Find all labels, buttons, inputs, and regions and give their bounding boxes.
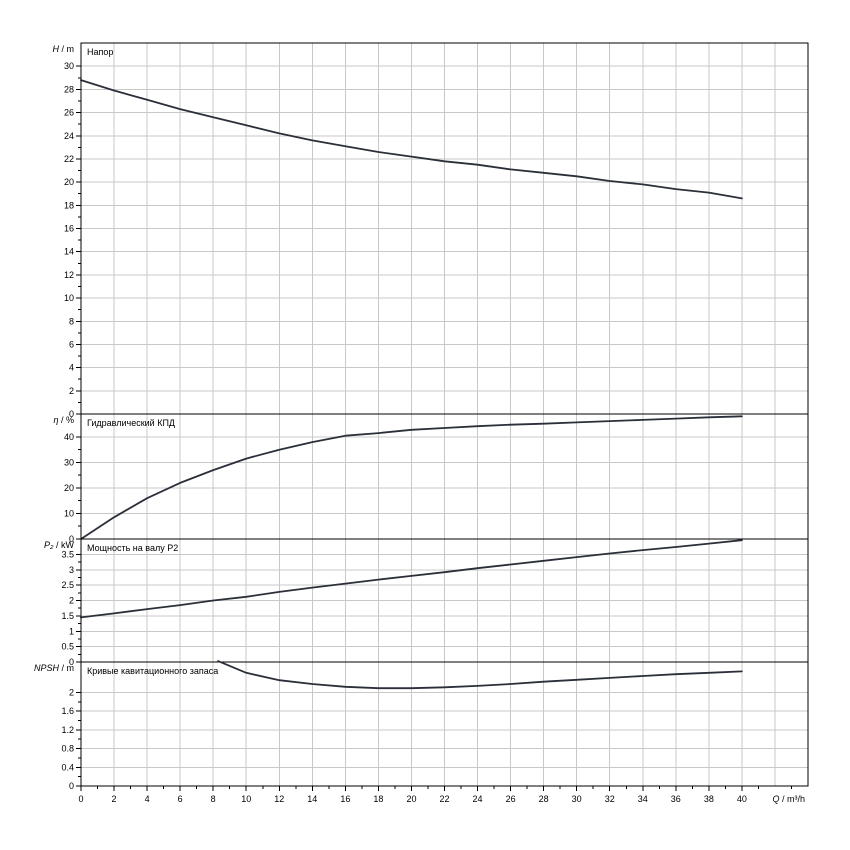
head-panel-title: Напор — [87, 47, 113, 57]
y-tick-label: 1 — [69, 626, 74, 636]
x-tick-label: 38 — [704, 794, 714, 804]
head-curve — [80, 79, 743, 200]
npsh-curve — [217, 660, 743, 690]
y-tick-label: 24 — [64, 131, 74, 141]
x-axis: 0 2 4 6 8 10 12 14 16 18 20 22 24 26 28 30 32 34 36 38 40 Q /… — [78, 786, 805, 804]
x-axis-label: Q / m³/h — [772, 794, 805, 804]
x-tick-label: 26 — [506, 794, 516, 804]
x-tick-label: 10 — [241, 794, 251, 804]
x-tick-label: 36 — [671, 794, 681, 804]
y-tick-label: 20 — [64, 177, 74, 187]
y-tick-label: 0 — [69, 534, 74, 544]
power-y-axis-var: P₂ — [44, 540, 54, 550]
efficiency-panel-title: Гидравлический КПД — [87, 418, 175, 428]
efficiency-curve — [80, 415, 743, 540]
efficiency-y-axis-label: η / % — [53, 415, 74, 425]
x-tick-label: 8 — [211, 794, 216, 804]
x-tick-label: 12 — [274, 794, 284, 804]
y-tick-label: 20 — [64, 483, 74, 493]
x-tick-label: 24 — [473, 794, 483, 804]
y-tick-label: 1.2 — [61, 725, 74, 735]
y-tick-label: 10 — [64, 293, 74, 303]
x-tick-label: 18 — [373, 794, 383, 804]
y-tick-label: 18 — [64, 200, 74, 210]
npsh-y-axis-label: NPSH / m — [34, 663, 74, 673]
efficiency-y-axis-sep: / — [58, 415, 66, 425]
x-tick-label: 40 — [737, 794, 747, 804]
y-tick-label: 2.5 — [61, 580, 74, 590]
x-tick-label: 30 — [572, 794, 582, 804]
y-tick-label: 0 — [69, 409, 74, 419]
efficiency-y-axis-unit: % — [66, 415, 74, 425]
head-y-axis-var: H — [52, 44, 59, 54]
x-axis-sep: / — [779, 794, 787, 804]
x-tick-label: 6 — [178, 794, 183, 804]
x-tick-label: 34 — [638, 794, 648, 804]
y-tick-label: 1.6 — [61, 706, 74, 716]
y-tick-label: 16 — [64, 224, 74, 234]
y-tick-label: 1.5 — [61, 611, 74, 621]
plot-frame — [80, 42, 809, 787]
y-tick-label: 8 — [69, 316, 74, 326]
y-tick-label: 3 — [69, 565, 74, 575]
x-axis-unit: m³/h — [787, 794, 805, 804]
y-tick-label: 0 — [69, 781, 74, 791]
y-tick-label: 12 — [64, 270, 74, 280]
power-panel-title: Мощность на валу P2 — [87, 543, 178, 553]
x-tick-label: 0 — [78, 794, 83, 804]
npsh-panel: 0 0.4 0.8 1.2 1.6 2 NPSH / m Кривые кавитационн… — [34, 660, 808, 791]
y-tick-label: 0.4 — [61, 762, 74, 772]
x-tick-label: 20 — [406, 794, 416, 804]
power-y-axis-label: P₂ / kW — [44, 540, 74, 550]
npsh-y-axis-unit: m — [67, 663, 75, 673]
y-tick-label: 28 — [64, 84, 74, 94]
y-tick-label: 0 — [69, 657, 74, 667]
x-tick-label: 14 — [307, 794, 317, 804]
power-curve — [80, 539, 743, 619]
y-tick-label: 2 — [69, 596, 74, 606]
y-tick-label: 30 — [64, 457, 74, 467]
x-tick-label: 32 — [605, 794, 615, 804]
x-tick-label: 4 — [145, 794, 150, 804]
x-tick-label: 2 — [112, 794, 117, 804]
power-y-axis-sep: / — [53, 540, 61, 550]
y-tick-label: 4 — [69, 363, 74, 373]
x-tick-label: 16 — [340, 794, 350, 804]
x-tick-label: 22 — [439, 794, 449, 804]
y-tick-label: 10 — [64, 508, 74, 518]
power-y-axis-unit: kW — [61, 540, 75, 550]
y-tick-label: 2 — [69, 386, 74, 396]
npsh-y-axis-var: NPSH — [34, 663, 60, 673]
y-tick-label: 26 — [64, 108, 74, 118]
y-tick-label: 2 — [69, 687, 74, 697]
y-tick-label: 14 — [64, 247, 74, 257]
y-tick-label: 22 — [64, 154, 74, 164]
npsh-y-axis-sep: / — [59, 663, 67, 673]
head-y-axis-sep: / — [59, 44, 67, 54]
y-tick-label: 0.8 — [61, 744, 74, 754]
y-tick-label: 40 — [64, 432, 74, 442]
y-tick-label: 3.5 — [61, 549, 74, 559]
x-axis-var: Q — [772, 794, 779, 804]
y-tick-label: 0.5 — [61, 642, 74, 652]
efficiency-panel: 0 10 20 30 40 η / % Гидравлический КПД — [53, 413, 808, 544]
efficiency-y-axis-var: η — [53, 415, 58, 425]
head-y-axis-label: H / m — [52, 44, 74, 54]
x-tick-label: 28 — [539, 794, 549, 804]
y-tick-label: 6 — [69, 339, 74, 349]
head-y-axis-unit: m — [67, 44, 75, 54]
y-tick-label: 30 — [64, 61, 74, 71]
power-panel: 00.511.522.533.5P₂ / kW Мощность на валу … — [44, 538, 808, 667]
npsh-panel-title: Кривые кавитационного запаса — [87, 666, 218, 676]
